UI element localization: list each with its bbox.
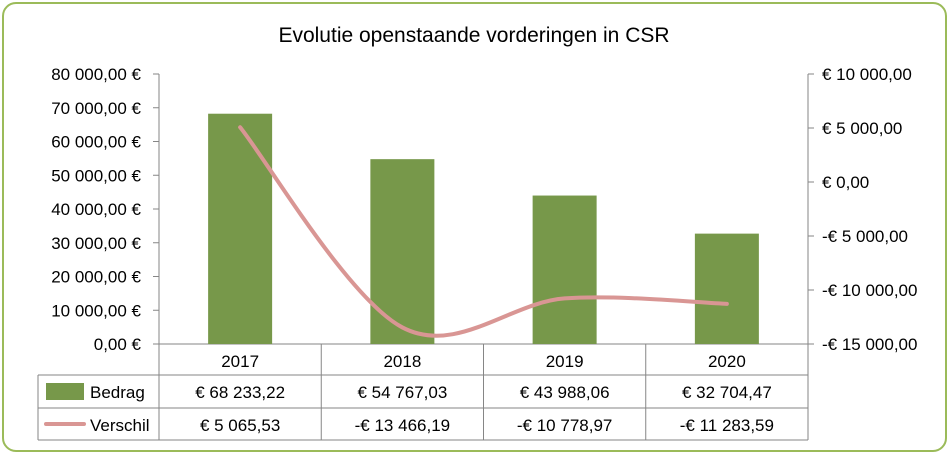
- bar-bedrag: [694, 233, 759, 344]
- legend-label-verschil: Verschil: [90, 416, 150, 435]
- x-tick-label: 2019: [546, 352, 584, 371]
- data-label-verschil: -€ 11 283,59: [680, 416, 774, 435]
- data-label-verschil: -€ 13 466,19: [355, 416, 450, 435]
- data-label-bedrag: € 32 704,47: [682, 383, 772, 402]
- y-right-tick-label: € 10 000,00: [822, 65, 912, 84]
- axes: 0,00 € 10 000,00 € 20 000,00 € 30 000,00 € 4…: [51, 65, 917, 354]
- data-label-verschil: -€ 10 778,97: [517, 416, 612, 435]
- y-left-tick-label: 70 000,00 €: [51, 99, 141, 118]
- y-left-tick-label: 80 000,00 €: [51, 65, 141, 84]
- y-left-tick-label: 30 000,00 €: [51, 234, 141, 253]
- chart-title: Evolutie openstaande vorderingen in CSR: [278, 24, 669, 47]
- y-right-tick-label: € 5 000,00: [822, 119, 902, 138]
- y-right-tick-label: € 0,00: [822, 173, 869, 192]
- line-series: [238, 125, 729, 338]
- data-label-bedrag: € 43 988,06: [520, 383, 610, 402]
- data-table: 2017 2018 2019 2020 Bedrag Verschil € 68 233,2…: [37, 342, 809, 441]
- legend-label-bedrag: Bedrag: [90, 383, 145, 402]
- bars: [208, 113, 759, 344]
- y-right-tick-label: -€ 15 000,00: [822, 335, 917, 354]
- data-label-bedrag: € 68 233,22: [195, 383, 285, 402]
- x-tick-label: 2018: [383, 352, 421, 371]
- x-tick-label: 2017: [221, 352, 259, 371]
- y-left-tick-label: 0,00 €: [94, 335, 142, 354]
- y-left-tick-label: 10 000,00 €: [51, 301, 141, 320]
- y-left-tick-label: 20 000,00 €: [51, 268, 141, 287]
- bar-bedrag: [532, 195, 597, 344]
- y-left-tick-label: 40 000,00 €: [51, 200, 141, 219]
- line-verschil: [238, 125, 729, 338]
- y-right-tick-label: -€ 5 000,00: [822, 227, 908, 246]
- bar-bedrag: [370, 159, 435, 344]
- legend-swatch-bedrag: [46, 383, 84, 400]
- data-label-verschil: € 5 065,53: [200, 416, 280, 435]
- bar-bedrag: [208, 113, 273, 344]
- y-left-tick-label: 60 000,00 €: [51, 133, 141, 152]
- data-label-bedrag: € 54 767,03: [357, 383, 447, 402]
- x-tick-label: 2020: [708, 352, 746, 371]
- y-right-tick-label: -€ 10 000,00: [822, 281, 917, 300]
- y-left-tick-label: 50 000,00 €: [51, 166, 141, 185]
